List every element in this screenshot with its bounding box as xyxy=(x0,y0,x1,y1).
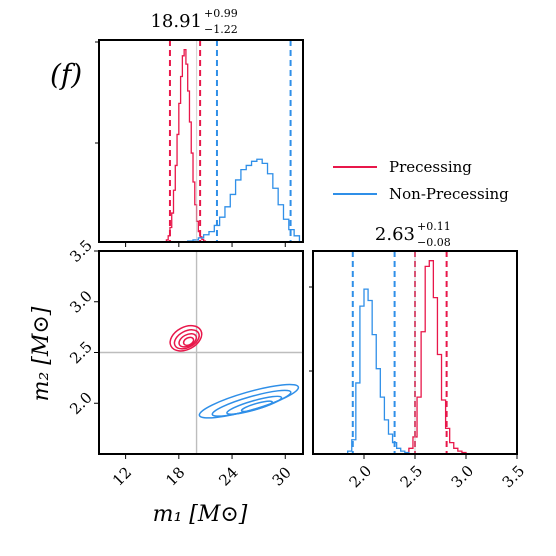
contour-precessing-1 xyxy=(173,329,200,350)
x-tick-label-2: 24 xyxy=(215,463,241,489)
m1-m2-joint-panel: 12 18 24 30 2.0 2.5 3.0 3.5 xyxy=(66,236,304,490)
x-tick-label-1: 18 xyxy=(162,463,188,489)
y-tick-label-0: 2.0 xyxy=(66,388,96,418)
x-tick-label-3: 3.5 xyxy=(499,462,529,492)
x-tick-label-0: 12 xyxy=(109,463,135,489)
m2-title-sub: −0.08 xyxy=(417,236,451,249)
x-tick-label-2: 3.0 xyxy=(448,462,478,492)
m1-title-main: 18.91 xyxy=(150,11,202,32)
legend-label-non-precessing: Non-Precessing xyxy=(389,185,509,203)
panel-label: (f) xyxy=(50,58,82,91)
x-tick-label-1: 2.5 xyxy=(397,462,427,492)
m2-title-main: 2.63 xyxy=(375,224,415,245)
contour-precessing-3 xyxy=(182,336,195,347)
m1-marginal-panel xyxy=(95,39,304,247)
panel-frame xyxy=(98,39,304,243)
histogram-precessing xyxy=(408,260,467,454)
m1-title-sup: +0.99 xyxy=(204,7,238,20)
x-axis-label: m₁ [M⊙] xyxy=(153,502,248,527)
y-tick-label-2: 3.0 xyxy=(66,287,96,317)
histogram-non-precessing xyxy=(187,158,301,242)
y-tick-label-3: 3.5 xyxy=(66,236,96,266)
histogram-non-precessing xyxy=(347,288,410,454)
x-tick-label-0: 2.0 xyxy=(346,462,376,492)
y-tick-label-1: 2.5 xyxy=(66,338,96,368)
m1-title-sub: −1.22 xyxy=(204,23,238,36)
m2-title-sup: +0.11 xyxy=(417,220,451,233)
x-tick-label-3: 30 xyxy=(269,463,295,489)
legend: Precessing Non-Precessing xyxy=(333,158,509,203)
legend-label-precessing: Precessing xyxy=(389,158,472,176)
contour-non-precessing-0 xyxy=(198,383,300,419)
m2-marginal-panel: 2.0 2.5 3.0 3.5 xyxy=(309,250,529,492)
contour-non-precessing-3 xyxy=(240,400,273,413)
y-axis-label: m₂ [M⊙] xyxy=(29,306,54,401)
contour-precessing-0 xyxy=(169,324,203,352)
